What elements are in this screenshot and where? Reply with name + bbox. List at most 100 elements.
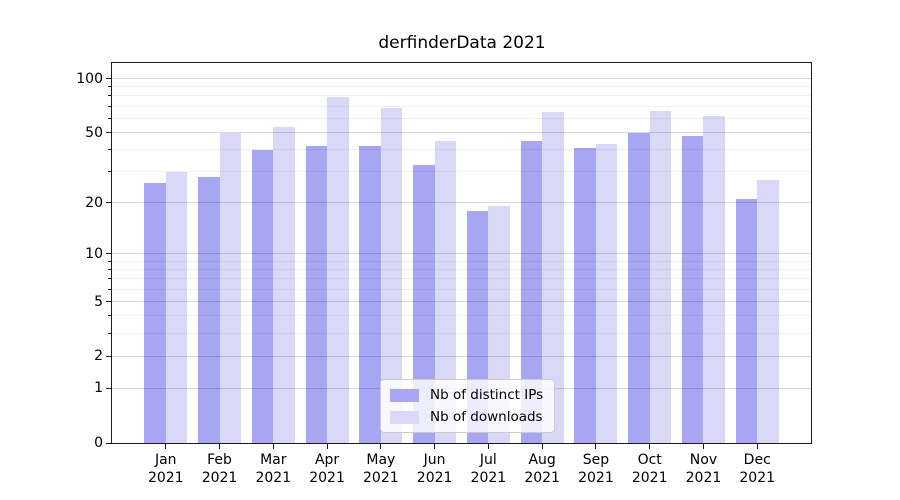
- bar-nb-of-distinct-ips-dec: [735, 198, 758, 443]
- x-tick-label-feb: Feb 2021: [201, 452, 238, 486]
- legend-label-distinct-ips: Nb of distinct IPs: [430, 387, 544, 403]
- legend-entry-distinct-ips: Nb of distinct IPs: [390, 387, 543, 403]
- legend: Nb of distinct IPs Nb of downloads: [380, 379, 556, 433]
- y-tick-mark-80: [108, 95, 111, 97]
- x-tick-mark-dec: [756, 444, 758, 449]
- x-tick-mark-may: [380, 444, 382, 449]
- x-tick-label-aug: Aug 2021: [524, 452, 560, 486]
- y-tick-label-5: 5: [94, 293, 103, 310]
- y-tick-mark-9: [108, 260, 111, 262]
- y-tick-mark-20: [106, 202, 111, 204]
- bar-nb-of-downloads-feb: [219, 132, 242, 443]
- bar-nb-of-downloads-jun: [434, 140, 457, 443]
- gridline-major-10: [112, 253, 811, 255]
- x-tick-mark-jan: [165, 444, 167, 449]
- bar-nb-of-downloads-jan: [165, 171, 188, 443]
- x-tick-label-jul: Jul 2021: [470, 452, 507, 486]
- gridline-minor-6: [112, 288, 811, 290]
- y-tick-mark-5: [106, 301, 111, 302]
- gridline-minor-90: [112, 86, 811, 88]
- gridline-major-100: [112, 78, 811, 80]
- y-tick-mark-6: [108, 288, 111, 290]
- gridline-minor-3: [112, 333, 811, 335]
- x-tick-mark-nov: [702, 444, 704, 449]
- bar-nb-of-distinct-ips-apr: [305, 146, 328, 443]
- x-tick-label-may: May 2021: [363, 452, 399, 486]
- gridline-minor-60: [112, 117, 811, 119]
- y-tick-mark-1: [106, 387, 111, 389]
- bar-nb-of-distinct-ips-jan: [144, 182, 166, 443]
- gridline-minor-9: [112, 260, 811, 262]
- legend-label-downloads: Nb of downloads: [430, 409, 543, 425]
- bar-nb-of-downloads-oct: [649, 110, 672, 443]
- y-tick-label-1: 1: [94, 380, 103, 397]
- y-tick-mark-7: [108, 278, 111, 280]
- y-tick-label-20: 20: [85, 194, 103, 211]
- y-tick-label-10: 10: [85, 245, 103, 262]
- y-tick-mark-90: [108, 86, 111, 88]
- y-tick-mark-8: [108, 268, 111, 270]
- bar-nb-of-distinct-ips-mar: [251, 149, 274, 443]
- x-tick-mark-mar: [272, 444, 274, 449]
- bar-nb-of-distinct-ips-sep: [574, 147, 596, 443]
- bar-nb-of-downloads-mar: [273, 126, 295, 443]
- x-tick-mark-jul: [487, 444, 489, 449]
- legend-swatch-downloads: [390, 410, 419, 424]
- bar-nb-of-distinct-ips-may: [359, 146, 381, 443]
- gridline-minor-4: [112, 315, 811, 317]
- bar-nb-of-distinct-ips-jun: [413, 164, 435, 443]
- x-tick-mark-jun: [434, 444, 436, 449]
- gridline-minor-80: [112, 95, 811, 97]
- x-tick-label-jan: Jan 2021: [147, 452, 184, 486]
- bar-nb-of-distinct-ips-aug: [520, 140, 543, 443]
- gridline-minor-70: [112, 105, 811, 107]
- gridline-minor-7: [112, 278, 811, 280]
- bar-nb-of-downloads-may: [380, 107, 403, 443]
- x-tick-mark-oct: [649, 444, 651, 449]
- bar-nb-of-distinct-ips-nov: [681, 135, 704, 443]
- y-tick-mark-2: [106, 355, 111, 357]
- y-tick-mark-30: [108, 171, 111, 173]
- y-tick-label-2: 2: [94, 348, 103, 365]
- x-tick-label-jun: Jun 2021: [416, 452, 453, 486]
- gridline-minor-40: [112, 149, 811, 151]
- x-tick-label-apr: Apr 2021: [309, 452, 345, 486]
- chart-title: derfinderData 2021: [378, 33, 546, 53]
- bar-nb-of-downloads-sep: [595, 144, 618, 443]
- legend-swatch-distinct-ips: [390, 388, 419, 402]
- x-tick-label-dec: Dec 2021: [739, 452, 776, 486]
- bar-nb-of-distinct-ips-feb: [198, 177, 220, 443]
- y-tick-mark-100: [106, 78, 111, 80]
- y-tick-mark-4: [108, 315, 111, 317]
- y-tick-mark-70: [108, 105, 111, 107]
- x-tick-label-nov: Nov 2021: [685, 452, 722, 486]
- gridline-minor-30: [112, 171, 811, 173]
- y-tick-mark-3: [108, 333, 111, 335]
- x-tick-label-mar: Mar 2021: [255, 452, 292, 486]
- x-tick-mark-aug: [541, 444, 543, 449]
- plot-area: Nb of distinct IPs Nb of downloads: [111, 62, 812, 444]
- y-tick-label-100: 100: [76, 70, 103, 87]
- bar-nb-of-downloads-nov: [703, 115, 725, 443]
- bar-nb-of-downloads-aug: [542, 112, 564, 443]
- gridline-major-50: [112, 132, 811, 134]
- y-tick-mark-10: [106, 253, 111, 255]
- bar-nb-of-distinct-ips-oct: [628, 132, 650, 443]
- gridline-major-5: [112, 301, 811, 302]
- y-tick-mark-40: [108, 149, 111, 151]
- y-tick-label-50: 50: [85, 124, 103, 141]
- gridline-major-20: [112, 202, 811, 204]
- x-tick-label-oct: Oct 2021: [631, 452, 668, 486]
- legend-entry-downloads: Nb of downloads: [390, 409, 543, 425]
- x-tick-mark-feb: [219, 444, 221, 449]
- x-tick-mark-apr: [326, 444, 328, 449]
- x-tick-label-sep: Sep 2021: [578, 452, 614, 486]
- x-tick-mark-sep: [595, 444, 597, 449]
- y-tick-mark-50: [106, 132, 111, 134]
- y-tick-mark-0: [106, 442, 111, 444]
- bar-nb-of-downloads-apr: [327, 96, 349, 443]
- gridline-minor-8: [112, 268, 811, 270]
- y-tick-mark-60: [108, 117, 111, 119]
- bar-nb-of-downloads-dec: [757, 179, 779, 443]
